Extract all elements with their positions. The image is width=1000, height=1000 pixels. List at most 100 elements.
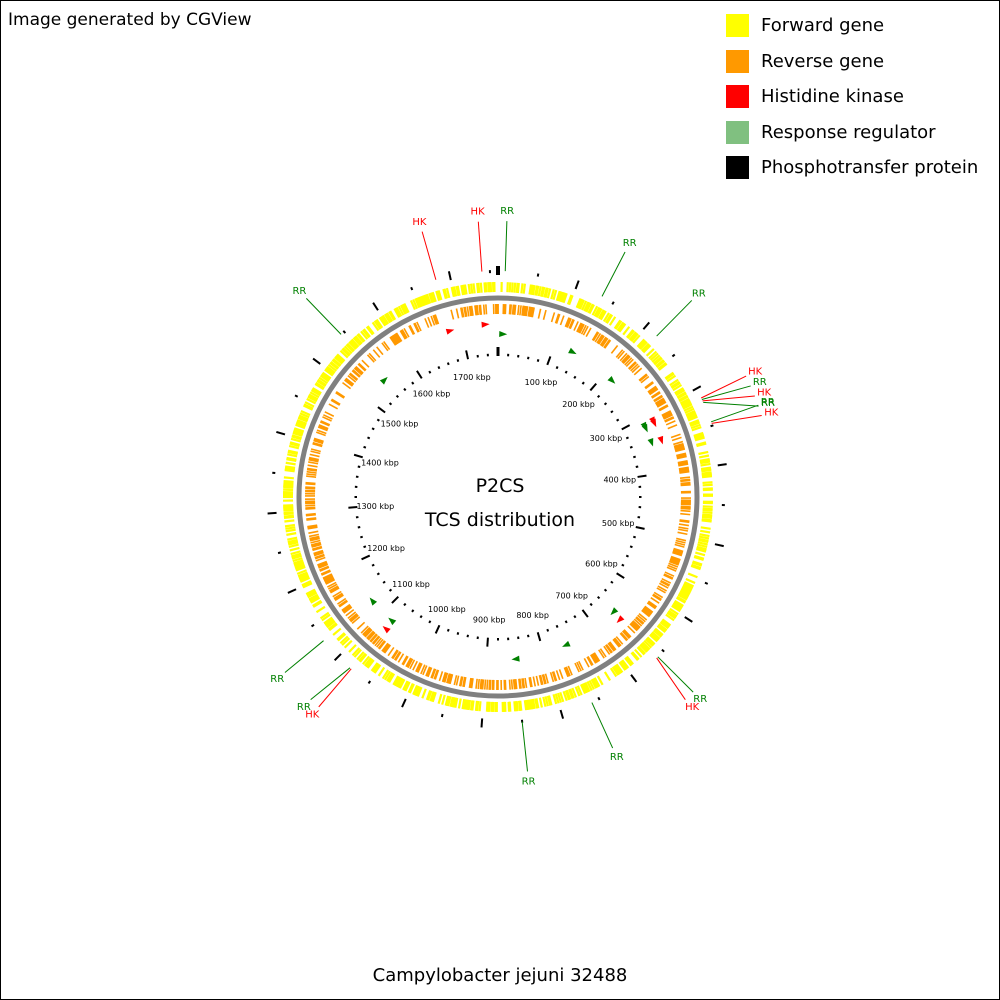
forward-gene-mark — [605, 314, 614, 324]
reverse-gene-mark — [658, 405, 669, 412]
reverse-gene-mark — [624, 357, 633, 366]
forward-gene-mark — [546, 695, 552, 706]
forward-gene-mark — [373, 664, 382, 674]
forward-gene-mark — [284, 519, 295, 523]
reverse-gene-mark — [470, 305, 474, 316]
reverse-gene-mark — [422, 665, 428, 676]
reverse-gene-mark — [628, 361, 637, 371]
hk-arrow — [481, 321, 490, 328]
forward-gene-mark — [467, 283, 472, 295]
forward-gene-mark — [626, 329, 635, 339]
forward-gene-mark — [417, 296, 424, 307]
forward-gene-mark — [670, 380, 681, 389]
inner-tick — [395, 394, 400, 399]
forward-gene-mark — [621, 659, 630, 669]
forward-gene-mark — [640, 342, 650, 352]
tick-label: 1700 kbp — [453, 373, 491, 382]
reverse-gene-mark — [392, 334, 399, 345]
outer-tick — [704, 581, 709, 585]
reverse-gene-mark — [311, 543, 322, 548]
forward-gene-mark — [284, 523, 296, 528]
forward-gene-mark — [580, 683, 587, 695]
forward-gene-mark — [312, 600, 323, 608]
reverse-gene-mark — [643, 606, 653, 614]
forward-gene-mark — [588, 304, 595, 315]
forward-gene-mark — [699, 459, 711, 464]
forward-gene-mark — [562, 690, 568, 702]
forward-gene-mark — [296, 419, 307, 425]
reverse-gene-mark — [363, 628, 372, 637]
reverse-gene-mark — [658, 582, 669, 589]
forward-gene-mark — [701, 471, 712, 475]
reverse-gene-mark — [582, 325, 589, 336]
reverse-gene-mark — [678, 523, 689, 527]
outer-tick — [630, 674, 638, 683]
reverse-gene-mark — [416, 321, 422, 332]
reverse-gene-mark — [390, 336, 398, 346]
tick-label: 900 kbp — [473, 616, 506, 625]
forward-gene-mark — [701, 472, 712, 476]
reverse-gene-mark — [674, 445, 685, 450]
reverse-gene-mark — [395, 332, 403, 342]
outer-tick — [276, 430, 286, 436]
reverse-gene-mark — [670, 555, 681, 561]
reverse-gene-mark — [564, 666, 570, 677]
forward-gene-mark — [297, 571, 308, 578]
forward-gene-mark — [682, 584, 693, 591]
reverse-gene-mark — [320, 569, 331, 575]
reverse-gene-mark — [604, 644, 613, 654]
reverse-gene-mark — [307, 525, 318, 529]
forward-gene-mark — [296, 569, 307, 575]
forward-gene-mark — [289, 441, 301, 446]
forward-gene-mark — [386, 671, 394, 682]
outer-tick — [684, 616, 693, 623]
forward-gene-mark — [569, 688, 575, 699]
forward-gene-mark — [514, 701, 518, 712]
inner-tick — [625, 436, 629, 440]
forward-gene-mark — [339, 635, 349, 645]
forward-gene-mark — [561, 292, 567, 303]
reverse-gene-mark — [453, 675, 458, 686]
forward-gene-mark — [283, 506, 294, 510]
tick-label: 1400 kbp — [361, 458, 399, 467]
forward-gene-mark — [701, 468, 712, 473]
forward-gene-mark — [300, 576, 311, 583]
forward-gene-mark — [353, 648, 362, 658]
forward-gene-mark — [530, 699, 535, 710]
forward-gene-mark — [661, 619, 671, 628]
forward-gene-mark — [288, 543, 299, 548]
gene-tracks — [282, 282, 714, 713]
forward-gene-mark — [665, 613, 675, 622]
reverse-gene-mark — [416, 662, 422, 673]
reverse-gene-mark — [344, 379, 353, 387]
reverse-gene-mark — [630, 622, 639, 631]
forward-gene-mark — [305, 588, 316, 596]
inner-tick — [371, 563, 375, 567]
forward-gene-mark — [651, 354, 661, 363]
forward-gene-mark — [307, 394, 318, 402]
reverse-gene-mark — [306, 518, 317, 521]
reverse-gene-mark — [679, 470, 690, 474]
forward-gene-mark — [680, 400, 691, 407]
reverse-gene-mark — [414, 322, 420, 333]
forward-gene-mark — [678, 592, 689, 600]
forward-gene-mark — [682, 403, 693, 410]
forward-gene-mark — [667, 609, 678, 618]
forward-gene-mark — [539, 286, 545, 297]
reverse-gene-mark — [622, 355, 631, 365]
reverse-gene-mark — [653, 394, 663, 402]
forward-gene-mark — [330, 360, 340, 369]
reverse-gene-mark — [664, 416, 674, 422]
reverse-gene-mark — [633, 367, 643, 376]
reverse-gene-mark — [675, 448, 686, 453]
reverse-gene-mark — [523, 305, 527, 316]
reverse-gene-mark — [664, 417, 675, 423]
forward-gene-mark — [431, 291, 437, 303]
forward-gene-mark — [401, 304, 408, 315]
inner-tick — [596, 394, 601, 399]
outer-tick — [401, 698, 407, 708]
reverse-gene-mark — [335, 391, 346, 398]
reverse-gene-mark — [357, 363, 366, 372]
reverse-gene-mark — [466, 306, 470, 317]
reverse-gene-mark — [448, 673, 453, 684]
